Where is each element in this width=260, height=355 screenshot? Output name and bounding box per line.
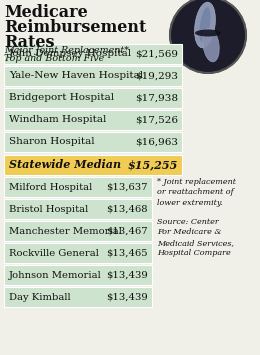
Text: Day Kimball: Day Kimball: [9, 293, 71, 301]
Ellipse shape: [195, 29, 221, 37]
FancyBboxPatch shape: [4, 221, 152, 241]
Text: Rates: Rates: [4, 34, 55, 51]
Ellipse shape: [203, 28, 219, 62]
Text: Manchester Memorial: Manchester Memorial: [9, 226, 122, 235]
FancyBboxPatch shape: [4, 199, 152, 219]
FancyBboxPatch shape: [4, 66, 182, 86]
Text: $17,938: $17,938: [135, 93, 178, 103]
Text: Milford Hospital: Milford Hospital: [9, 182, 92, 191]
Text: Top and Bottom Five: Top and Bottom Five: [4, 54, 104, 63]
Text: Source: Center
For Medicare &
Medicaid Services,
Hospital Compare: Source: Center For Medicare & Medicaid S…: [157, 218, 234, 257]
Text: Sharon Hospital: Sharon Hospital: [9, 137, 95, 147]
FancyBboxPatch shape: [4, 265, 152, 285]
Text: Statewide Median: Statewide Median: [9, 159, 121, 170]
Text: $21,569: $21,569: [135, 49, 178, 59]
FancyBboxPatch shape: [4, 177, 152, 197]
Text: Reimbursement: Reimbursement: [4, 19, 146, 36]
Text: Johnson Memorial: Johnson Memorial: [9, 271, 102, 279]
FancyBboxPatch shape: [4, 88, 182, 108]
Text: $13,439: $13,439: [106, 293, 148, 301]
Text: Medicare: Medicare: [4, 4, 88, 21]
FancyBboxPatch shape: [4, 110, 182, 130]
Text: Bridgeport Hospital: Bridgeport Hospital: [9, 93, 114, 103]
Text: * Joint replacement
or reattachment of
lower extremity.: * Joint replacement or reattachment of l…: [157, 178, 236, 207]
FancyBboxPatch shape: [4, 155, 182, 175]
Text: $15,255: $15,255: [128, 159, 178, 170]
Ellipse shape: [194, 2, 215, 48]
Text: Windham Hospital: Windham Hospital: [9, 115, 106, 125]
Text: $16,963: $16,963: [135, 137, 178, 147]
FancyBboxPatch shape: [4, 132, 182, 152]
Ellipse shape: [199, 7, 211, 43]
Text: $13,467: $13,467: [106, 226, 148, 235]
Text: John Dempsey Hospital: John Dempsey Hospital: [9, 49, 132, 59]
Text: Rockville General: Rockville General: [9, 248, 99, 257]
Text: Major Joint Replacement*: Major Joint Replacement*: [4, 46, 129, 55]
Text: Bristol Hospital: Bristol Hospital: [9, 204, 88, 213]
Text: $13,468: $13,468: [106, 204, 148, 213]
FancyBboxPatch shape: [4, 243, 152, 263]
Text: $13,637: $13,637: [107, 182, 148, 191]
FancyBboxPatch shape: [4, 44, 182, 64]
Text: $13,439: $13,439: [106, 271, 148, 279]
Text: $13,465: $13,465: [106, 248, 148, 257]
FancyBboxPatch shape: [4, 287, 152, 307]
Circle shape: [170, 0, 246, 73]
Text: $17,526: $17,526: [135, 115, 178, 125]
Text: $19,293: $19,293: [135, 71, 178, 81]
Text: Yale-New Haven Hospital: Yale-New Haven Hospital: [9, 71, 143, 81]
